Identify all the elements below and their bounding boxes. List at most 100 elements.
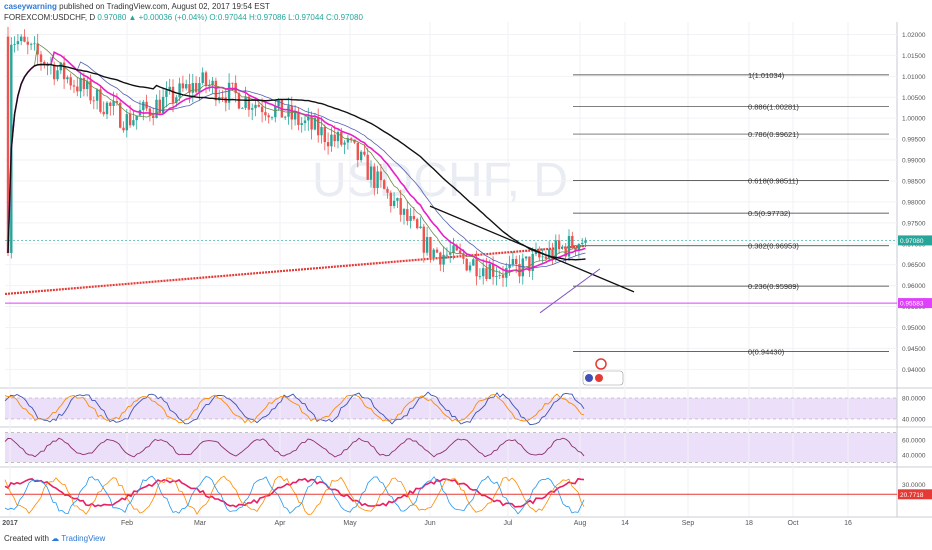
flag-icon[interactable] [595, 374, 603, 382]
candle-body[interactable] [524, 256, 528, 259]
candle-body[interactable] [274, 106, 277, 118]
author-name[interactable]: caseywarning [4, 2, 57, 11]
candle-body[interactable] [551, 249, 554, 260]
candle-body[interactable] [531, 254, 534, 272]
candle-body[interactable] [323, 127, 326, 143]
candle-body[interactable] [485, 268, 488, 279]
candle-body[interactable] [6, 36, 10, 253]
candle-body[interactable] [227, 82, 231, 103]
candle-body[interactable] [244, 96, 247, 108]
candle-body[interactable] [191, 82, 194, 93]
candle-body[interactable] [554, 240, 557, 260]
chart-canvas[interactable]: USDCHF, D 1(1.01034)0.886(1.00281)0.786(… [0, 0, 932, 532]
candle-body[interactable] [399, 198, 402, 215]
candle-body[interactable] [340, 132, 343, 145]
candle-body[interactable] [429, 237, 432, 258]
candle-body[interactable] [386, 188, 389, 193]
candle-body[interactable] [270, 117, 274, 119]
candle-body[interactable] [505, 268, 508, 278]
candle-body[interactable] [95, 89, 99, 101]
candle-body[interactable] [105, 102, 109, 115]
candle-body[interactable] [260, 106, 264, 113]
candle-body[interactable] [439, 252, 442, 265]
candle-body[interactable] [122, 127, 125, 131]
candle-body[interactable] [241, 107, 244, 109]
event-icons[interactable] [582, 358, 624, 386]
candle-body[interactable] [452, 245, 455, 254]
candle-body[interactable] [267, 115, 270, 118]
candle-body[interactable] [366, 154, 369, 180]
candle-body[interactable] [379, 171, 383, 181]
candle-body[interactable] [564, 246, 567, 257]
long-sma-line[interactable] [4, 244, 587, 296]
candle-body[interactable] [125, 114, 128, 131]
candle-body[interactable] [59, 62, 62, 71]
candle-body[interactable] [92, 100, 95, 102]
candle-body[interactable] [293, 112, 297, 120]
candle-body[interactable] [221, 97, 224, 98]
candle-body[interactable] [383, 180, 386, 189]
candle-body[interactable] [102, 111, 105, 115]
candle-body[interactable] [373, 166, 376, 188]
candle-body[interactable] [128, 114, 132, 126]
candle-body[interactable] [320, 127, 323, 136]
candle-body[interactable] [419, 226, 422, 229]
candle-body[interactable] [171, 86, 175, 103]
candle-body[interactable] [53, 64, 56, 80]
candle-body[interactable] [211, 80, 214, 86]
candle-body[interactable] [518, 264, 521, 277]
candle-body[interactable] [214, 80, 218, 101]
candle-body[interactable] [350, 138, 353, 140]
candle-body[interactable] [251, 108, 254, 110]
candle-body[interactable] [534, 251, 538, 255]
candle-body[interactable] [425, 237, 429, 253]
candle-body[interactable] [511, 259, 515, 265]
candle-body[interactable] [33, 43, 36, 45]
candle-body[interactable] [356, 142, 359, 161]
ma-olive-line[interactable] [7, 43, 586, 275]
candle-body[interactable] [432, 249, 435, 258]
candle-body[interactable] [198, 82, 201, 93]
candle-body[interactable] [62, 62, 66, 80]
candle-body[interactable] [353, 139, 356, 143]
candle-body[interactable] [257, 104, 260, 107]
candle-body[interactable] [175, 97, 178, 103]
candle-body[interactable] [333, 134, 336, 142]
candle-body[interactable] [495, 275, 498, 277]
candle-body[interactable] [538, 251, 541, 258]
candle-body[interactable] [72, 85, 76, 87]
candle-body[interactable] [16, 41, 20, 45]
candle-body[interactable] [584, 240, 587, 243]
candle-body[interactable] [168, 86, 171, 91]
candle-body[interactable] [343, 142, 346, 145]
ma-slow-line[interactable] [7, 63, 586, 261]
candle-body[interactable] [66, 77, 69, 80]
candle-body[interactable] [307, 116, 310, 121]
rsi-line[interactable] [4, 437, 585, 458]
candle-body[interactable] [359, 151, 363, 161]
candle-body[interactable] [422, 226, 425, 253]
candle-body[interactable] [571, 235, 574, 248]
candle-body[interactable] [488, 264, 491, 279]
candle-body[interactable] [392, 200, 396, 207]
candle-body[interactable] [247, 96, 251, 110]
candle-body[interactable] [501, 275, 505, 278]
candle-body[interactable] [161, 96, 165, 114]
candle-body[interactable] [115, 101, 119, 103]
candle-body[interactable] [317, 117, 320, 136]
earnings-icon[interactable] [595, 358, 607, 370]
flag-icon[interactable] [585, 374, 593, 382]
candle-body[interactable] [557, 240, 561, 248]
stochastic-k-line[interactable] [4, 391, 585, 426]
candle-body[interactable] [264, 112, 267, 116]
candle-body[interactable] [416, 219, 419, 229]
candle-body[interactable] [43, 61, 46, 66]
candle-body[interactable] [99, 89, 102, 112]
candle-body[interactable] [46, 65, 49, 67]
candle-body[interactable] [142, 101, 145, 111]
trend-line[interactable] [429, 205, 635, 293]
ma-blue-line[interactable] [7, 61, 586, 269]
candle-body[interactable] [201, 72, 204, 83]
candle-body[interactable] [185, 84, 188, 89]
candle-body[interactable] [69, 77, 72, 86]
